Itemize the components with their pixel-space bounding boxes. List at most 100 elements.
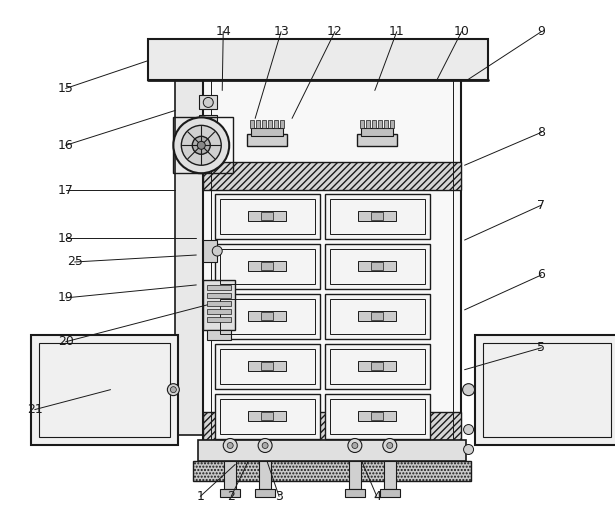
Bar (371, 412, 383, 419)
Bar (200, 115, 217, 129)
Circle shape (383, 439, 397, 453)
Text: 8: 8 (537, 126, 545, 139)
Bar (248, 311, 286, 321)
Bar (256, 120, 260, 128)
Bar (248, 361, 286, 371)
Bar (176, 80, 203, 434)
Circle shape (348, 439, 362, 453)
Circle shape (262, 443, 268, 448)
Text: 6: 6 (537, 268, 545, 281)
Bar (198, 440, 466, 461)
Bar (262, 120, 266, 128)
Text: 19: 19 (58, 291, 73, 305)
Text: 2: 2 (227, 490, 235, 503)
Bar (261, 262, 273, 270)
Bar (268, 120, 272, 128)
Circle shape (258, 439, 272, 453)
Bar (248, 261, 286, 271)
Circle shape (197, 141, 205, 149)
Bar (251, 128, 283, 136)
Text: 14: 14 (216, 25, 231, 38)
Bar (372, 120, 376, 128)
Bar (325, 393, 430, 439)
Bar (384, 120, 388, 128)
Bar (358, 261, 395, 271)
Bar (261, 412, 273, 419)
Bar (325, 244, 430, 289)
Bar (221, 349, 315, 384)
Bar (221, 399, 315, 433)
Circle shape (227, 443, 233, 448)
Bar (360, 120, 364, 128)
Bar (215, 393, 320, 439)
Bar (221, 299, 315, 334)
Bar (384, 461, 395, 489)
Bar (371, 362, 383, 370)
Bar (345, 489, 365, 497)
Bar (325, 344, 430, 389)
Circle shape (203, 117, 213, 127)
Bar (325, 294, 430, 339)
Bar (255, 489, 275, 497)
Bar (250, 120, 254, 128)
Text: 7: 7 (537, 199, 545, 212)
Bar (390, 120, 394, 128)
Bar (215, 194, 320, 239)
Bar (274, 120, 278, 128)
Bar (221, 489, 240, 497)
Bar (330, 349, 424, 384)
Bar (248, 211, 286, 221)
Bar (361, 128, 393, 136)
Bar (207, 285, 231, 290)
Circle shape (181, 126, 221, 165)
Circle shape (387, 443, 393, 448)
Circle shape (168, 384, 179, 395)
Bar (280, 120, 284, 128)
Text: 1: 1 (197, 490, 205, 503)
Bar (148, 38, 487, 80)
Bar (261, 362, 273, 370)
Bar (357, 134, 397, 146)
Bar (215, 344, 320, 389)
Bar (371, 212, 383, 220)
Bar (203, 412, 461, 440)
Text: 10: 10 (453, 25, 469, 38)
Bar (203, 280, 235, 330)
Circle shape (171, 387, 176, 393)
Bar (349, 461, 361, 489)
Bar (203, 240, 217, 262)
Text: 25: 25 (67, 255, 83, 268)
Bar (330, 249, 424, 284)
Bar (371, 262, 383, 270)
Bar (207, 317, 231, 322)
Bar (39, 343, 171, 436)
Bar (378, 120, 382, 128)
Bar (248, 411, 286, 420)
Bar (203, 80, 461, 440)
Bar (358, 211, 395, 221)
Circle shape (463, 384, 474, 395)
Bar (31, 335, 179, 444)
Bar (203, 162, 461, 190)
Bar (330, 399, 424, 433)
Circle shape (203, 98, 213, 107)
Bar (200, 95, 217, 110)
Bar (358, 361, 395, 371)
Bar (371, 312, 383, 320)
Bar (261, 312, 273, 320)
Text: 13: 13 (274, 25, 289, 38)
Bar (224, 461, 236, 489)
Bar (261, 212, 273, 220)
Bar (259, 461, 271, 489)
Circle shape (213, 246, 222, 256)
Bar (207, 309, 231, 314)
Bar (207, 293, 231, 298)
Circle shape (464, 444, 474, 455)
Circle shape (173, 117, 229, 173)
Text: 21: 21 (27, 403, 43, 416)
Bar (207, 301, 231, 306)
Text: 5: 5 (537, 342, 545, 354)
Text: 15: 15 (58, 82, 73, 95)
Bar (211, 80, 453, 440)
Text: 4: 4 (373, 490, 381, 503)
